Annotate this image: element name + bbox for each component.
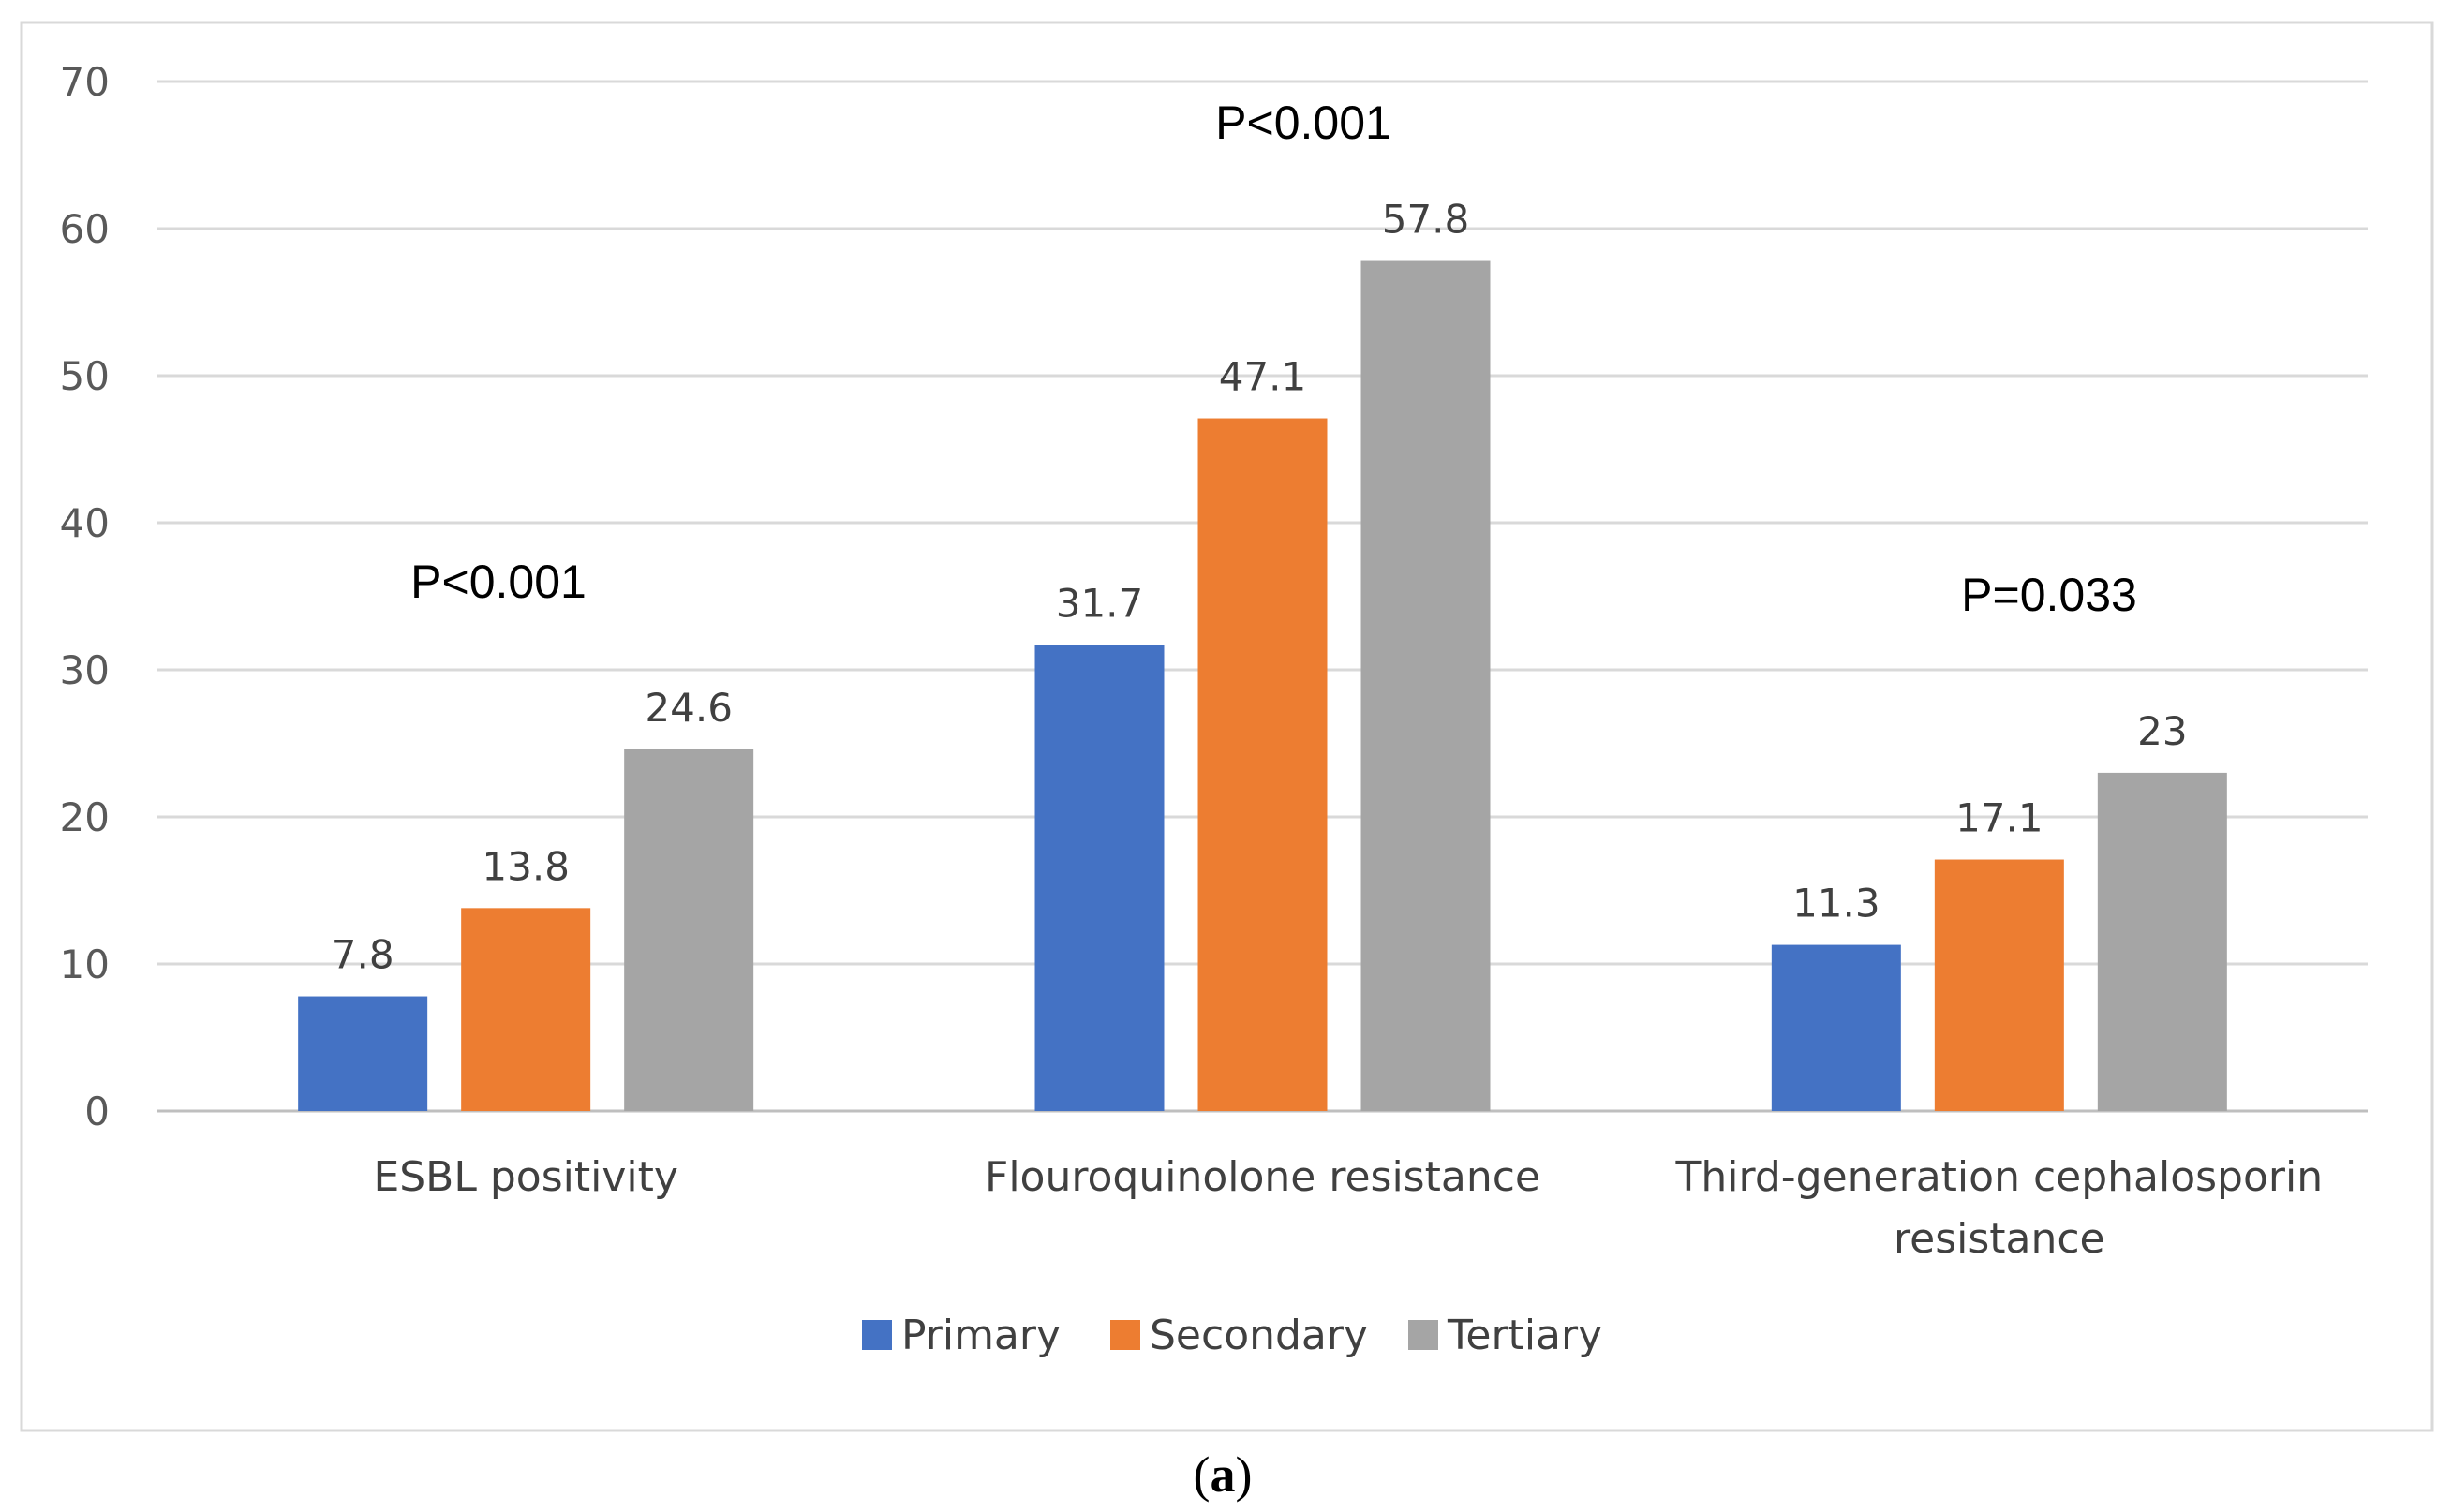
- data-label: 17.1: [1955, 795, 2043, 841]
- y-tick-label: 0: [84, 1089, 110, 1134]
- caption-open-paren: (: [1194, 1446, 1211, 1503]
- p-value-annotation: P<0.001: [1215, 96, 1391, 149]
- p-value-annotation: P=0.033: [1961, 569, 2137, 621]
- bar-tertiary: [1360, 260, 1491, 1111]
- caption-letter: a: [1211, 1446, 1236, 1503]
- data-label: 31.7: [1056, 580, 1144, 626]
- bars: [298, 260, 2227, 1111]
- legend: Primary Secondary Tertiary: [862, 1312, 1602, 1359]
- y-tick-label: 30: [60, 647, 110, 693]
- legend-label-secondary: Secondary: [1150, 1312, 1368, 1359]
- legend-label-tertiary: Tertiary: [1447, 1312, 1602, 1359]
- bar-primary: [298, 996, 428, 1111]
- data-labels: 7.8 31.7 11.3 13.8 47.1 17.1 24.6 57.8 23: [332, 197, 2188, 978]
- bar-secondary: [1934, 859, 2064, 1111]
- legend-swatch-primary: [862, 1320, 892, 1350]
- bar-secondary: [461, 908, 591, 1111]
- bar-tertiary: [2097, 772, 2227, 1111]
- y-tick-label: 70: [60, 59, 110, 105]
- y-tick-label: 60: [60, 206, 110, 252]
- data-label: 47.1: [1219, 354, 1307, 400]
- y-tick-label: 50: [60, 353, 110, 399]
- category-label: Third-generation cephalosporin resistance: [1675, 1153, 2324, 1263]
- y-tick-label: 20: [60, 794, 110, 840]
- p-value-annotation: P<0.001: [410, 556, 587, 608]
- bar-tertiary: [624, 749, 754, 1111]
- data-label: 11.3: [1792, 881, 1880, 926]
- y-tick-label: 40: [60, 500, 110, 546]
- data-label: 57.8: [1382, 197, 1470, 243]
- figure-caption: (a): [1194, 1446, 1253, 1503]
- caption-close-paren: ): [1236, 1446, 1253, 1503]
- p-value-annotations: P<0.001 P<0.001 P=0.033: [410, 96, 2137, 621]
- category-labels: ESBL positivity Flouroquinolone resistanc…: [373, 1153, 2323, 1263]
- bar-primary: [1771, 944, 1901, 1111]
- data-label: 23: [2137, 708, 2187, 754]
- legend-swatch-tertiary: [1408, 1320, 1438, 1350]
- data-label: 7.8: [332, 932, 394, 978]
- data-label: 24.6: [645, 685, 733, 731]
- legend-swatch-secondary: [1110, 1320, 1140, 1350]
- bar-secondary: [1197, 418, 1328, 1111]
- y-axis-tick-labels: 0 10 20 30 40 50 60 70: [60, 59, 110, 1134]
- category-label: ESBL positivity: [373, 1153, 677, 1201]
- y-tick-label: 10: [60, 941, 110, 987]
- legend-label-primary: Primary: [901, 1312, 1061, 1359]
- bar-primary: [1034, 645, 1165, 1111]
- category-label: Flouroquinolone resistance: [985, 1153, 1540, 1201]
- data-label: 13.8: [482, 843, 570, 889]
